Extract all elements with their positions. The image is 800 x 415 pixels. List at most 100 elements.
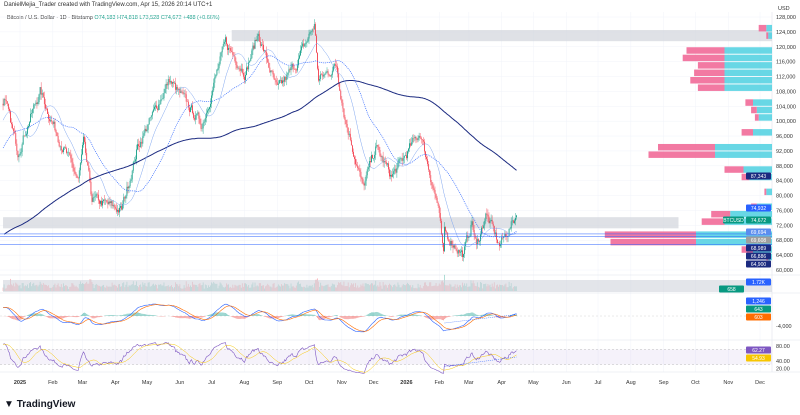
macd-histogram-bar: [119, 315, 120, 316]
candle: [179, 88, 181, 93]
candle: [463, 254, 464, 258]
x-tick-label: May: [142, 380, 153, 386]
candle: [289, 69, 291, 71]
price-chart[interactable]: 128,000 124,000 120,000 116,000 112,000 108,0…: [0, 0, 800, 400]
macd-histogram-bar: [193, 316, 195, 319]
macd-histogram-bar: [445, 316, 446, 319]
candle: [310, 31, 312, 33]
macd-histogram-bar: [356, 316, 358, 319]
candle: [477, 239, 479, 242]
macd-histogram-bar: [374, 312, 376, 316]
candle: [264, 50, 265, 52]
macd-histogram-bar: [416, 314, 418, 316]
macd-histogram-bar: [59, 316, 61, 319]
macd-histogram-bar: [126, 313, 128, 316]
candle: [305, 42, 307, 45]
candle: [421, 139, 423, 141]
candle: [402, 157, 404, 161]
candle: [187, 101, 189, 108]
candle: [236, 65, 238, 68]
macd-histogram-bar: [379, 313, 381, 316]
candle: [382, 156, 384, 163]
candle: [230, 48, 232, 51]
macd-histogram-bar: [257, 313, 259, 316]
candle: [436, 197, 438, 203]
candle: [123, 197, 125, 204]
candle: [418, 135, 420, 138]
price-label-bg: [746, 216, 771, 224]
macd-histogram-bar: [317, 316, 318, 319]
macd-histogram-bar: [74, 316, 76, 318]
macd-histogram-bar: [172, 316, 173, 317]
volume-profile-up: [768, 32, 772, 39]
macd-histogram-bar: [180, 316, 182, 319]
candle: [162, 98, 164, 100]
candle: [182, 92, 184, 94]
candle: [71, 158, 73, 163]
macd-histogram-bar: [7, 316, 9, 317]
candle: [166, 83, 168, 86]
candle: [115, 208, 117, 212]
y-tick-label: 80,000: [776, 194, 793, 200]
candle: [365, 175, 367, 181]
macd-histogram-bar: [148, 314, 150, 316]
macd-histogram-bar: [70, 316, 72, 317]
candle: [150, 115, 152, 118]
close-value: C74,672: [160, 15, 182, 21]
macd-histogram-bar: [256, 314, 258, 316]
macd-histogram-bar: [61, 316, 63, 319]
candle: [490, 219, 492, 221]
candle: [86, 152, 88, 162]
candle: [48, 113, 49, 119]
candle: [432, 185, 434, 189]
candle: [292, 63, 294, 69]
rsi-tick: 80.00: [776, 344, 790, 350]
candle: [144, 128, 146, 134]
candle: [457, 249, 459, 254]
macd-histogram-bar: [480, 315, 481, 316]
candle: [412, 137, 414, 143]
symbol-tag-bg: [723, 216, 744, 224]
y-tick-label: 60,000: [776, 268, 793, 274]
candle: [461, 250, 462, 252]
macd-histogram-bar: [391, 316, 392, 317]
chart-credit: DanielMejia_Trader created with TradingV…: [4, 2, 213, 8]
candle: [251, 50, 253, 59]
macd-histogram-bar: [246, 316, 247, 318]
candle: [273, 74, 275, 80]
rsi-label: 54.93: [752, 356, 765, 362]
macd-histogram-bar: [266, 316, 268, 318]
candle: [415, 136, 417, 140]
macd-histogram-bar: [72, 316, 74, 317]
volume-label-bg: [746, 278, 771, 286]
macd-tick: -4,000: [776, 324, 792, 330]
candle: [334, 64, 335, 66]
macd-histogram-bar: [200, 316, 202, 318]
macd-histogram-bar: [375, 312, 377, 316]
volume-profile-up: [756, 106, 772, 114]
macd-histogram-bar: [313, 314, 315, 316]
macd-histogram-bar: [272, 316, 274, 319]
candle: [12, 124, 13, 129]
candle: [210, 103, 211, 108]
macd-histogram-bar: [464, 314, 466, 316]
macd-histogram-bar: [346, 316, 348, 320]
macd-histogram-bar: [83, 312, 84, 316]
candle: [202, 122, 204, 129]
candle: [391, 174, 392, 177]
macd-histogram-bar: [377, 312, 379, 316]
candle: [194, 117, 196, 120]
candle: [326, 71, 328, 73]
price-label-bg: [746, 204, 771, 212]
price-label-bg: [746, 172, 771, 180]
candle: [128, 186, 130, 189]
candle: [500, 244, 502, 247]
candle: [399, 158, 401, 160]
volume-profile-down: [694, 69, 725, 77]
macd-histogram-bar: [255, 314, 257, 316]
macd-histogram-bar: [187, 316, 189, 319]
candle: [3, 99, 5, 106]
candle: [336, 65, 337, 67]
candle: [511, 220, 513, 222]
macd-histogram-bar: [291, 314, 293, 316]
